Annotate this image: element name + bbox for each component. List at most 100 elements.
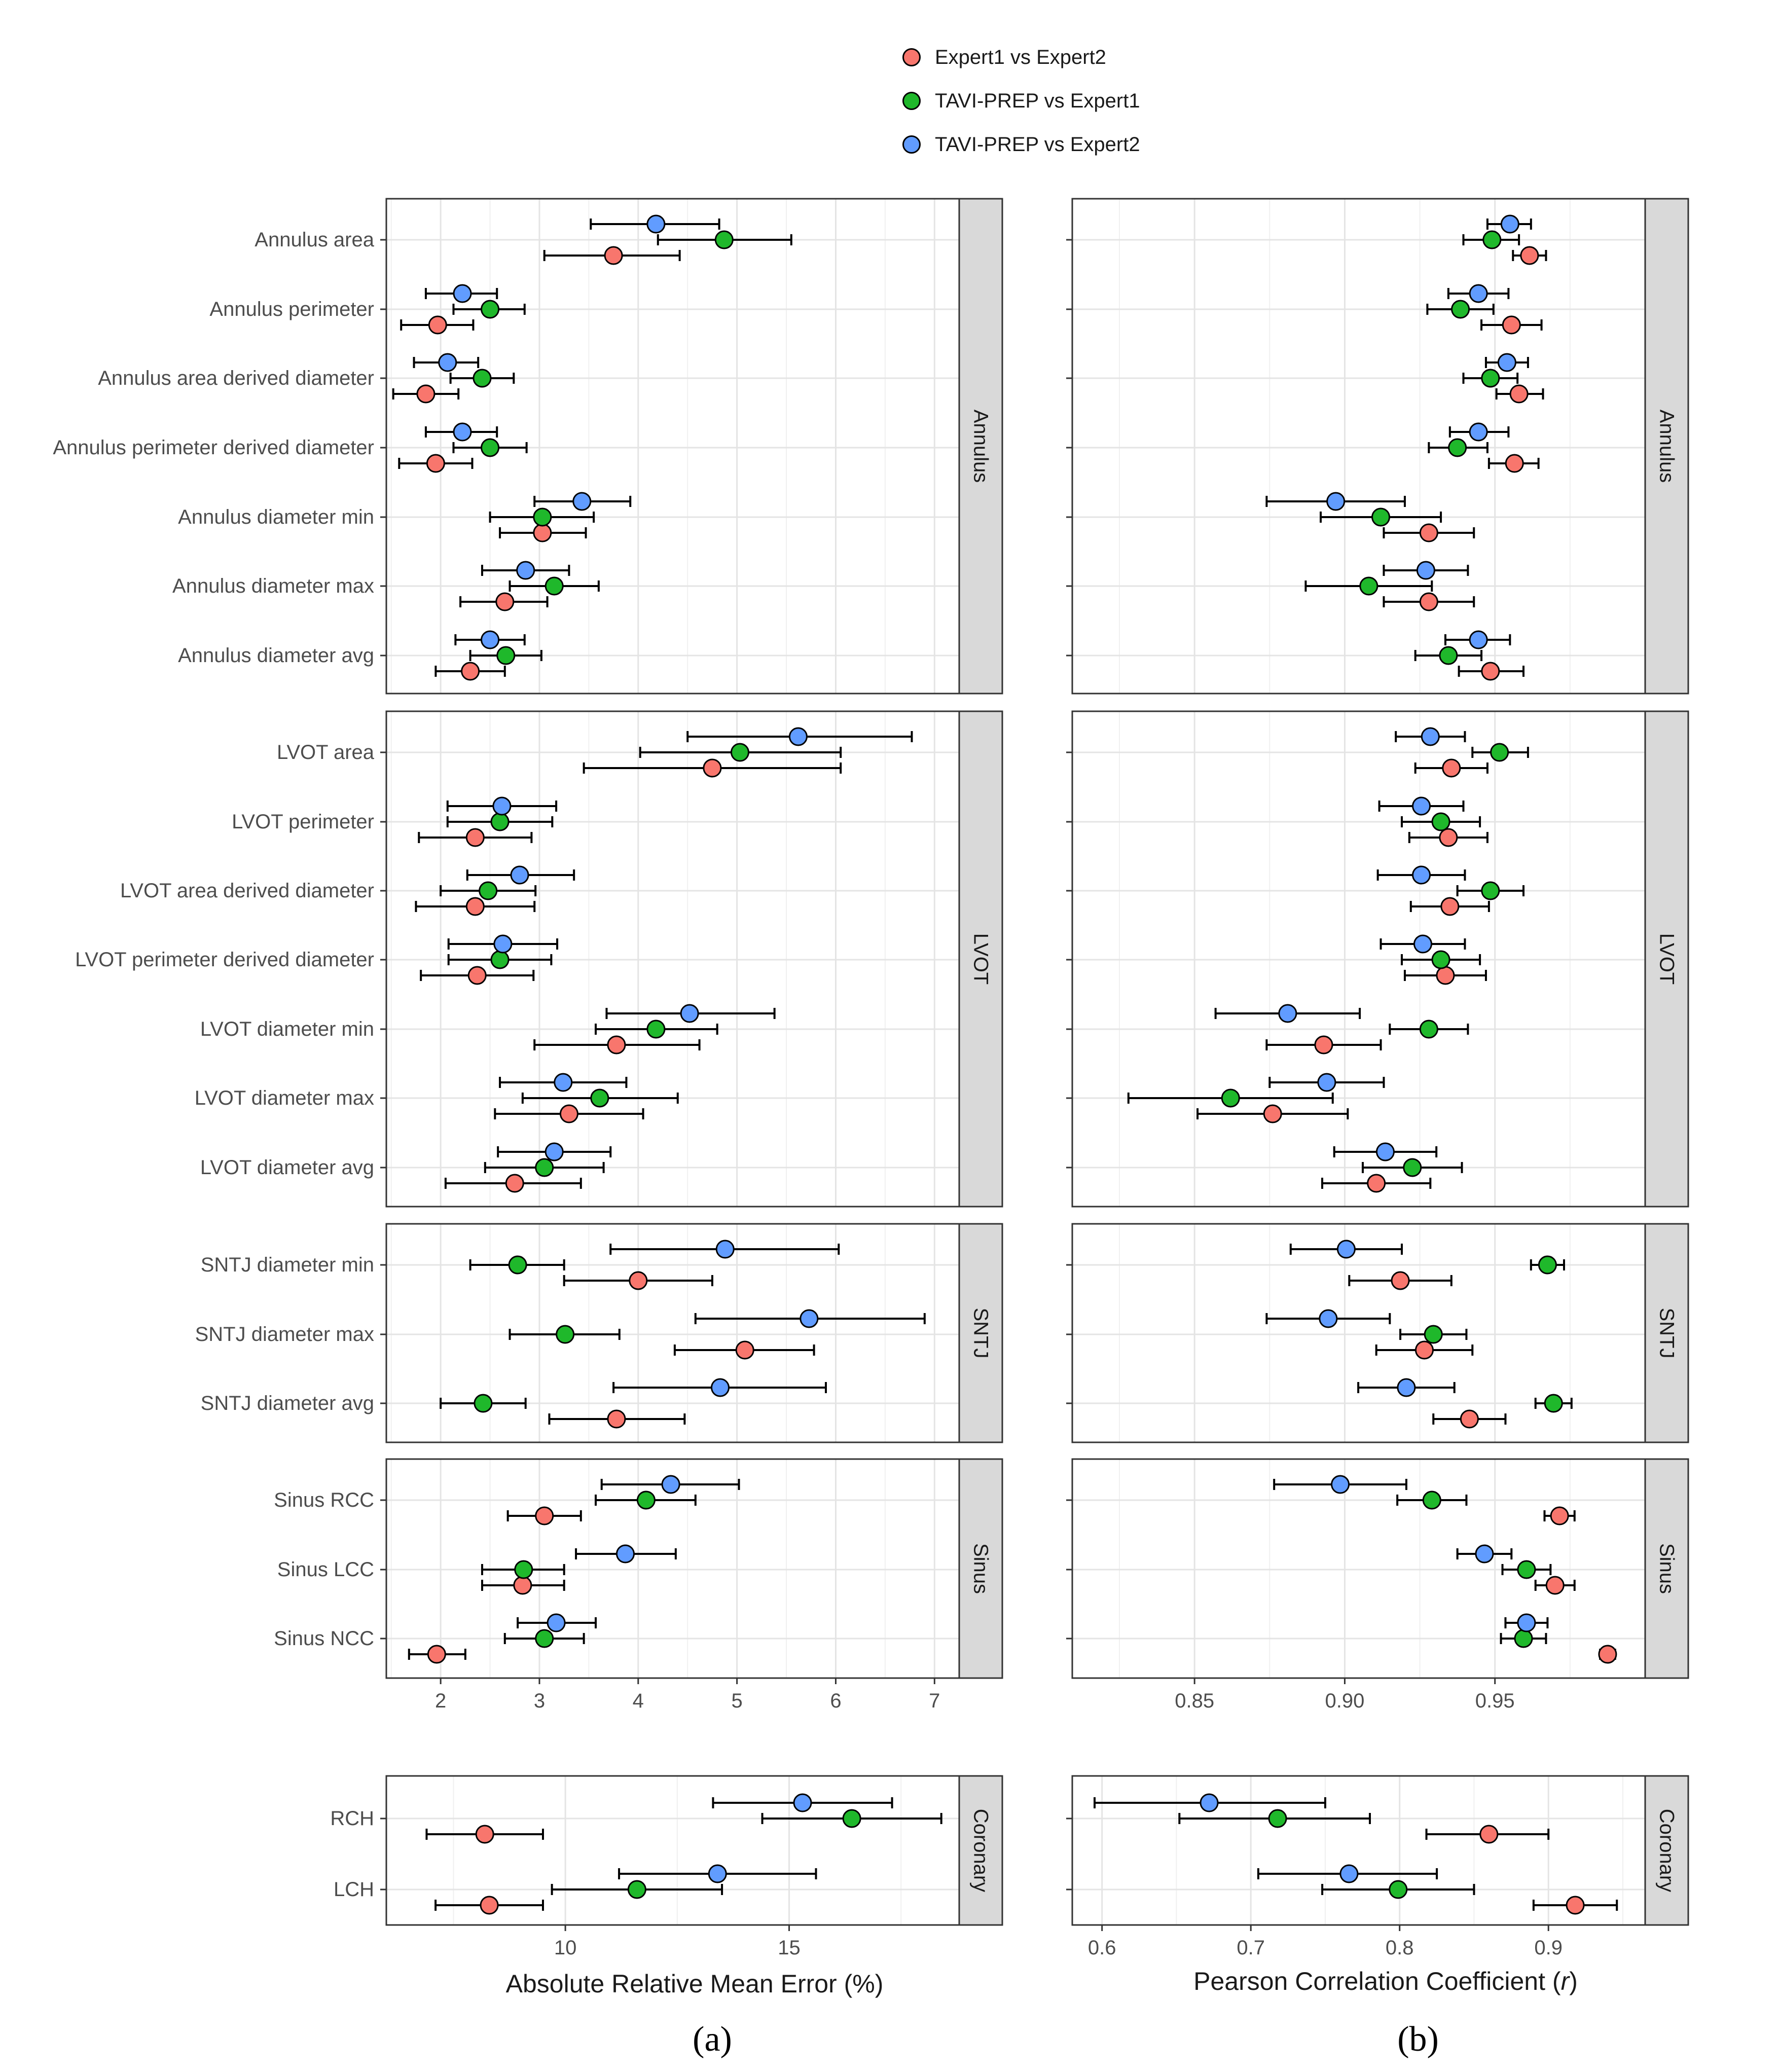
x-axis-title-b-prefix: Pearson Correlation Coefficient ( xyxy=(1193,1967,1561,1995)
legend: Expert1 vs Expert2 TAVI-PREP vs Expert1 … xyxy=(902,35,1140,166)
point-lch-tavi-prep-vs-expert1 xyxy=(1389,1880,1408,1899)
y-tick-label: Annulus perimeter xyxy=(209,298,374,320)
legend-item-tavi-prep-vs-expert1: TAVI-PREP vs Expert1 xyxy=(902,79,1140,123)
facet-background xyxy=(1072,1776,1645,1925)
y-tick-label: LVOT area derived diameter xyxy=(120,880,374,902)
point-annulus-diameter-avg-tavi-prep-vs-expert2 xyxy=(1469,630,1488,649)
point-lvot-diameter-min-tavi-prep-vs-expert2 xyxy=(680,1004,699,1023)
point-annulus-diameter-min-tavi-prep-vs-expert1 xyxy=(1371,507,1391,527)
x-tick-label: 5 xyxy=(732,1690,743,1712)
point-annulus-diameter-avg-expert1-vs-expert2 xyxy=(1481,662,1500,681)
point-annulus-area-derived-diameter-expert1-vs-expert2 xyxy=(416,384,435,404)
facet-strip-label: Sinus xyxy=(970,1543,992,1594)
y-tick-label: Annulus area xyxy=(255,229,374,251)
legend-label: TAVI-PREP vs Expert2 xyxy=(935,133,1140,156)
facet-sntj-b: SNTJ xyxy=(1066,1223,1689,1443)
point-lvot-perimeter-tavi-prep-vs-expert1 xyxy=(1431,812,1450,831)
facet-background xyxy=(1072,199,1645,694)
y-tick-label: SNTJ diameter min xyxy=(201,1254,374,1276)
point-annulus-diameter-max-tavi-prep-vs-expert1 xyxy=(544,576,564,596)
point-rch-tavi-prep-vs-expert2 xyxy=(793,1793,812,1812)
y-tick-label: LVOT perimeter derived diameter xyxy=(75,949,374,971)
point-lvot-perimeter-derived-diameter-tavi-prep-vs-expert2 xyxy=(1413,934,1433,954)
point-rch-tavi-prep-vs-expert2 xyxy=(1200,1793,1219,1812)
point-sinus-lcc-expert1-vs-expert2 xyxy=(513,1576,532,1595)
x-tick-label: 0.6 xyxy=(1088,1937,1116,1959)
point-sntj-diameter-avg-expert1-vs-expert2 xyxy=(1460,1409,1479,1429)
point-lvot-perimeter-tavi-prep-vs-expert2 xyxy=(1412,796,1431,816)
facet-strip-coronary xyxy=(958,1775,1003,1926)
panel-a-label: (a) xyxy=(693,2020,732,2059)
x-tick-label: 2 xyxy=(435,1690,446,1712)
point-lvot-diameter-min-tavi-prep-vs-expert1 xyxy=(646,1020,666,1039)
point-lvot-diameter-avg-tavi-prep-vs-expert1 xyxy=(535,1158,554,1177)
facet-strip-sinus xyxy=(958,1458,1003,1679)
point-sntj-diameter-min-expert1-vs-expert2 xyxy=(1391,1271,1410,1290)
facet-border xyxy=(385,1458,960,1679)
point-sinus-rcc-tavi-prep-vs-expert1 xyxy=(1422,1491,1441,1510)
point-sntj-diameter-avg-tavi-prep-vs-expert1 xyxy=(474,1394,493,1413)
point-annulus-area-expert1-vs-expert2 xyxy=(604,246,623,265)
facet-border xyxy=(385,198,960,695)
point-lch-expert1-vs-expert2 xyxy=(480,1896,499,1915)
point-lvot-perimeter-derived-diameter-expert1-vs-expert2 xyxy=(467,966,487,985)
facet-strip-label: SNTJ xyxy=(1656,1308,1678,1359)
point-lch-tavi-prep-vs-expert2 xyxy=(1339,1864,1359,1883)
point-lvot-diameter-avg-expert1-vs-expert2 xyxy=(1367,1174,1386,1193)
point-lvot-area-derived-diameter-tavi-prep-vs-expert1 xyxy=(479,881,498,900)
point-lvot-diameter-min-expert1-vs-expert2 xyxy=(1314,1035,1333,1055)
point-lvot-area-tavi-prep-vs-expert2 xyxy=(788,727,808,746)
legend-label: Expert1 vs Expert2 xyxy=(935,46,1106,68)
facet-coronary-b: Coronary 0.6 0.7 0.8 0.9 xyxy=(1066,1775,1689,1959)
x-axis-title-b-suffix: ) xyxy=(1569,1967,1578,1995)
point-sinus-lcc-tavi-prep-vs-expert2 xyxy=(1475,1544,1494,1564)
point-annulus-diameter-min-tavi-prep-vs-expert1 xyxy=(533,507,552,527)
facet-border xyxy=(1071,1458,1646,1679)
facet-border xyxy=(385,1775,960,1926)
point-sntj-diameter-max-tavi-prep-vs-expert1 xyxy=(556,1325,575,1344)
point-sntj-diameter-min-tavi-prep-vs-expert1 xyxy=(508,1255,527,1275)
panel-a-chart: Annulus Annulus area Annulus perimeter Annu… xyxy=(53,198,1003,1959)
point-sinus-ncc-tavi-prep-vs-expert2 xyxy=(547,1613,566,1632)
y-tick-label: LVOT perimeter xyxy=(232,811,374,833)
point-annulus-diameter-min-tavi-prep-vs-expert2 xyxy=(572,492,592,511)
point-annulus-diameter-max-tavi-prep-vs-expert1 xyxy=(1359,576,1378,596)
y-tick-label: Sinus LCC xyxy=(277,1558,374,1581)
point-annulus-area-expert1-vs-expert2 xyxy=(1520,246,1539,265)
facet-strip-label: Coronary xyxy=(970,1809,992,1893)
point-annulus-diameter-min-tavi-prep-vs-expert2 xyxy=(1326,492,1346,511)
facet-strip-label: Sinus xyxy=(1656,1543,1678,1594)
facet-strip-sntj xyxy=(1644,1223,1689,1443)
point-sntj-diameter-min-expert1-vs-expert2 xyxy=(629,1271,648,1290)
point-lvot-diameter-max-tavi-prep-vs-expert1 xyxy=(1221,1088,1240,1108)
point-sntj-diameter-min-tavi-prep-vs-expert1 xyxy=(1538,1255,1557,1275)
panel-b-label: (b) xyxy=(1397,2020,1439,2059)
point-sinus-lcc-expert1-vs-expert2 xyxy=(1545,1576,1565,1595)
y-tick-label: Annulus perimeter derived diameter xyxy=(53,437,374,459)
point-sntj-diameter-avg-tavi-prep-vs-expert2 xyxy=(1397,1378,1416,1397)
legend-item-expert1-vs-expert2: Expert1 vs Expert2 xyxy=(902,35,1140,79)
x-tick-label: 0.8 xyxy=(1386,1937,1414,1959)
point-annulus-area-derived-diameter-tavi-prep-vs-expert2 xyxy=(1497,353,1516,372)
facet-background xyxy=(386,1224,959,1442)
point-annulus-area-tavi-prep-vs-expert2 xyxy=(1500,214,1519,234)
point-lvot-perimeter-derived-diameter-tavi-prep-vs-expert1 xyxy=(490,950,510,969)
x-tick-label: 6 xyxy=(830,1690,841,1712)
point-annulus-perimeter-derived-diameter-expert1-vs-expert2 xyxy=(426,454,445,473)
facet-border xyxy=(385,1223,960,1443)
y-tick-label: Annulus diameter max xyxy=(172,575,374,597)
point-sntj-diameter-max-expert1-vs-expert2 xyxy=(735,1340,754,1360)
facet-border xyxy=(1071,198,1646,695)
point-lvot-diameter-avg-expert1-vs-expert2 xyxy=(505,1174,524,1193)
point-lvot-area-tavi-prep-vs-expert1 xyxy=(730,743,749,762)
facet-strip-label: LVOT xyxy=(1656,933,1678,985)
point-sinus-rcc-expert1-vs-expert2 xyxy=(1550,1506,1569,1525)
point-lvot-perimeter-tavi-prep-vs-expert2 xyxy=(492,796,512,816)
point-annulus-area-derived-diameter-tavi-prep-vs-expert1 xyxy=(473,369,492,388)
x-axis-title-b-symbol: r xyxy=(1561,1967,1571,1995)
facet-strip-label: Annulus xyxy=(1656,410,1678,483)
point-annulus-perimeter-expert1-vs-expert2 xyxy=(1502,315,1521,335)
point-sinus-ncc-tavi-prep-vs-expert1 xyxy=(535,1629,554,1648)
point-lvot-diameter-min-tavi-prep-vs-expert1 xyxy=(1419,1020,1438,1039)
